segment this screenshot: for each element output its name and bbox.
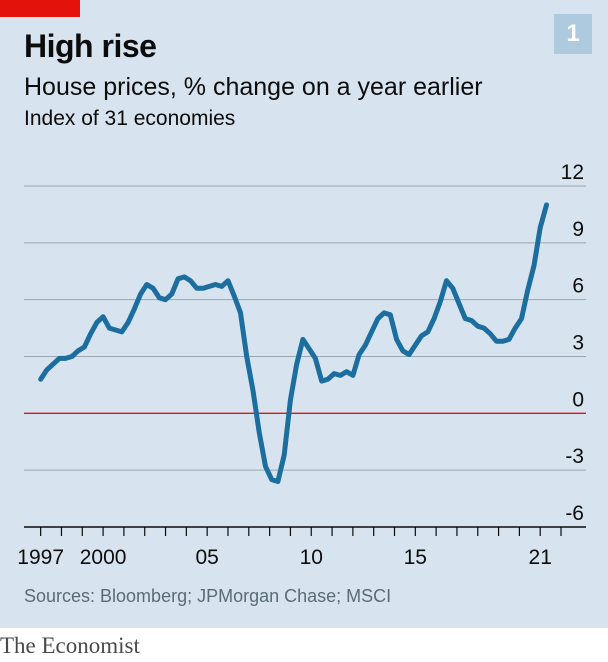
- brand-accent-tab: [0, 0, 80, 17]
- publisher-logo: The Economist: [0, 633, 140, 658]
- x-tick-label: 15: [404, 546, 427, 569]
- gridlines: [24, 185, 586, 471]
- x-tick-label: 1997: [17, 546, 64, 569]
- line-chart: 12 9 6 3 0 -3 -6 1997 2000 05 10 15 21: [17, 161, 586, 569]
- x-tick-label: 05: [195, 546, 218, 569]
- x-axis: 1997 2000 05 10 15 21: [17, 526, 586, 569]
- y-tick-label: 3: [572, 332, 584, 355]
- y-tick-label: 9: [572, 218, 584, 241]
- x-tick-label: 21: [529, 546, 552, 569]
- series-layer: [38, 202, 549, 484]
- y-tick-label: -3: [565, 445, 584, 468]
- x-tick-label: 10: [300, 546, 323, 569]
- y-tick-label: -6: [565, 502, 584, 525]
- source-note: Sources: Bloomberg; JPMorgan Chase; MSCI: [24, 586, 392, 606]
- chart-subtitle: House prices, % change on a year earlier: [24, 73, 483, 101]
- chart-panel: [0, 0, 608, 628]
- chart-title: High rise: [24, 28, 157, 64]
- y-tick-label: 6: [572, 275, 584, 298]
- y-tick-label: 12: [561, 161, 584, 184]
- y-axis-tick-labels: 12 9 6 3 0 -3 -6: [561, 161, 584, 525]
- chart-number-badge: 1: [554, 14, 592, 54]
- x-tick-label: 2000: [80, 546, 127, 569]
- chart-note: Index of 31 economies: [24, 107, 236, 130]
- series-line: [38, 202, 549, 484]
- y-tick-label: 0: [572, 388, 584, 411]
